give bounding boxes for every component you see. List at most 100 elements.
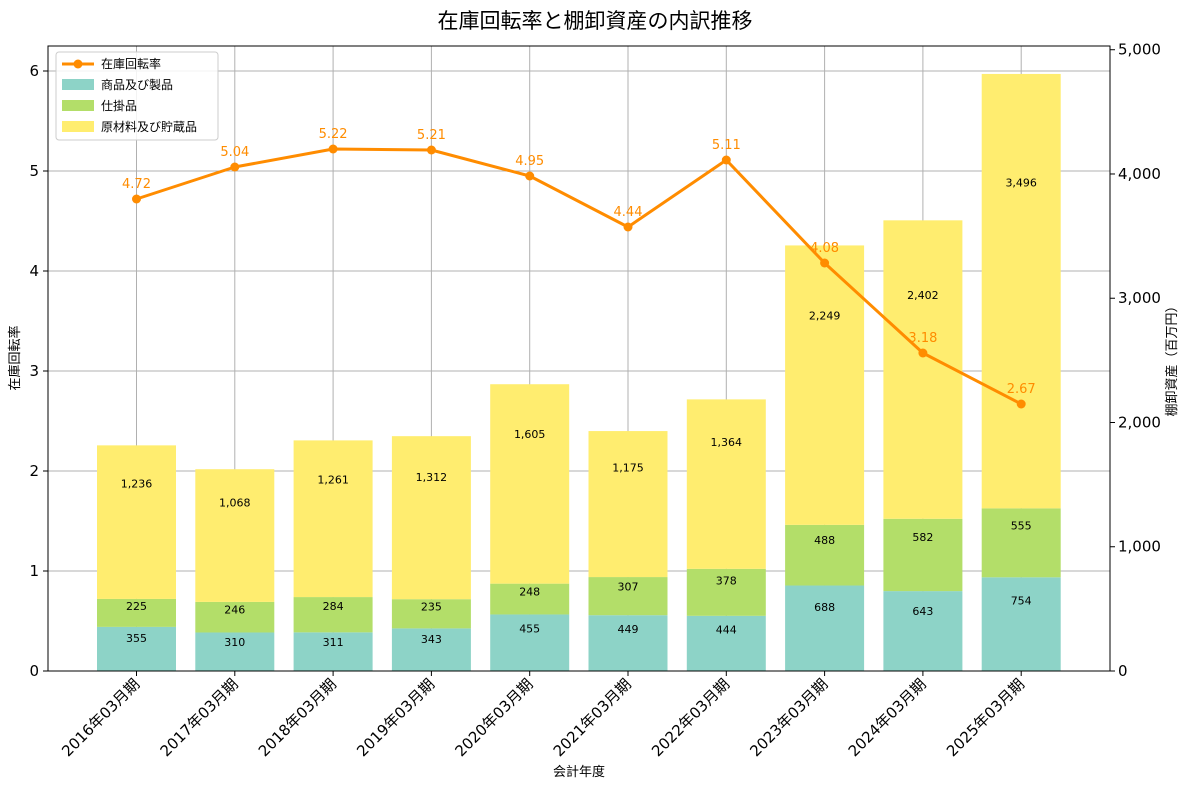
bar-products — [195, 632, 275, 671]
bar-wip — [785, 524, 865, 586]
x-tick-label: 2018年03月期 — [255, 675, 340, 760]
bar-materials — [293, 440, 373, 598]
x-tick-label: 2021年03月期 — [550, 675, 635, 760]
legend-swatch-materials — [62, 121, 94, 132]
chart-title: 在庫回転率と棚卸資産の内訳推移 — [438, 9, 753, 33]
turnover-value-label: 5.11 — [712, 138, 741, 153]
bar-products — [686, 615, 766, 671]
bar-value-label: 343 — [421, 633, 442, 646]
legend-swatch-products — [62, 79, 94, 90]
bar-value-label: 1,175 — [612, 462, 644, 475]
turnover-line: 4.72 5.04 5.22 5.21 4.95 4.44 5.11 4.08 3.18 2.67 — [122, 127, 1036, 409]
bar-value-label: 488 — [814, 534, 835, 547]
plot-frame — [47, 45, 1111, 672]
bar-materials — [785, 245, 865, 525]
turnover-value-label: 5.04 — [220, 145, 249, 160]
right-y-tick-label: 3,000 — [1118, 289, 1161, 307]
axes — [47, 45, 1111, 672]
right-y-tick-label: 5,000 — [1118, 41, 1161, 59]
turnover-point — [328, 144, 338, 154]
bar-wip — [195, 601, 275, 633]
bar-wip — [293, 597, 373, 633]
left-y-tick-label: 2 — [29, 462, 39, 480]
x-tick-label: 2016年03月期 — [58, 675, 143, 760]
bar-value-label: 444 — [716, 624, 737, 637]
turnover-point — [820, 258, 830, 268]
bar-value-label: 1,068 — [219, 496, 251, 509]
bar-value-label: 2,249 — [809, 309, 841, 322]
right-y-tick-label: 0 — [1118, 662, 1128, 680]
bar-value-label: 1,312 — [416, 471, 448, 484]
bar-wip — [97, 598, 176, 627]
bar-value-label: 688 — [814, 601, 835, 614]
bar-materials — [981, 73, 1061, 509]
turnover-value-label: 2.67 — [1007, 382, 1036, 397]
left-y-tick-label: 6 — [29, 62, 39, 80]
bar-value-label: 1,364 — [711, 436, 743, 449]
bar-value-label: 311 — [323, 636, 344, 649]
turnover-value-label: 4.72 — [122, 177, 151, 192]
legend-label-materials: 原材料及び貯蔵品 — [101, 120, 197, 134]
turnover-point — [426, 145, 436, 155]
bar-value-labels: 355 225 1,236 310 246 1,068 311 284 1,261 343 235 1… — [121, 177, 1037, 650]
turnover-value-label: 5.22 — [319, 127, 348, 142]
bar-wip — [981, 508, 1061, 578]
left-y-tick-label: 3 — [29, 362, 39, 380]
turnover-point — [623, 222, 633, 232]
bar-value-label: 2,402 — [907, 289, 939, 302]
bar-materials — [883, 220, 963, 519]
bar-materials — [195, 469, 275, 602]
left-y-axis-label: 在庫回転率 — [7, 325, 23, 390]
turnover-point — [525, 171, 535, 181]
bar-value-label: 235 — [421, 600, 442, 613]
bar-materials — [490, 384, 570, 584]
right-y-tick-label: 1,000 — [1118, 538, 1161, 556]
bar-materials — [391, 436, 471, 600]
bar-value-label: 455 — [519, 623, 540, 636]
bar-products — [588, 615, 668, 671]
bar-value-label: 307 — [618, 581, 639, 594]
turnover-value-label: 4.08 — [810, 241, 839, 256]
turnover-point — [918, 348, 928, 358]
turnover-value-label: 3.18 — [908, 331, 937, 346]
x-tick-label: 2024年03月期 — [845, 675, 930, 760]
x-tick-label: 2020年03月期 — [451, 675, 536, 760]
bar-value-label: 555 — [1011, 520, 1032, 533]
left-y-tick-label: 4 — [29, 262, 39, 280]
left-y-tick-label: 5 — [29, 162, 39, 180]
turnover-point — [721, 155, 731, 165]
legend-label-turnover: 在庫回転率 — [101, 56, 161, 71]
bar-value-label: 582 — [912, 531, 933, 544]
bar-value-label: 355 — [126, 632, 147, 645]
bar-value-label: 248 — [519, 585, 540, 598]
bar-value-label: 310 — [224, 636, 245, 649]
bar-products — [981, 577, 1061, 671]
right-y-axis-label: 棚卸資産（百万円） — [1164, 299, 1180, 416]
left-y-tick-label: 0 — [29, 662, 39, 680]
x-tick-label: 2017年03月期 — [157, 675, 242, 760]
turnover-value-label: 4.95 — [515, 154, 544, 169]
legend-label-products: 商品及び製品 — [101, 77, 173, 92]
x-tick-label: 2023年03月期 — [746, 675, 831, 760]
left-y-tick-label: 1 — [29, 562, 39, 580]
bar-wip — [588, 577, 668, 616]
bar-value-label: 1,605 — [514, 428, 546, 441]
bar-value-label: 225 — [126, 600, 147, 613]
legend-swatch-wip — [62, 100, 94, 111]
bar-wip — [391, 599, 471, 629]
bar-wip — [686, 568, 766, 616]
bar-products — [97, 626, 176, 671]
bar-products — [391, 628, 471, 671]
bar-materials — [97, 445, 176, 599]
x-tick-label: 2025年03月期 — [943, 675, 1028, 760]
bar-products — [785, 585, 865, 671]
legend: 在庫回転率 商品及び製品 仕掛品 原材料及び貯蔵品 — [55, 51, 219, 141]
x-tick-label: 2019年03月期 — [353, 675, 438, 760]
bar-materials — [686, 399, 766, 569]
x-axis-label: 会計年度 — [553, 764, 605, 780]
turnover-value-label: 5.21 — [417, 128, 446, 143]
legend-box — [55, 51, 219, 141]
bar-value-label: 449 — [618, 623, 639, 636]
bar-wip — [883, 518, 963, 592]
